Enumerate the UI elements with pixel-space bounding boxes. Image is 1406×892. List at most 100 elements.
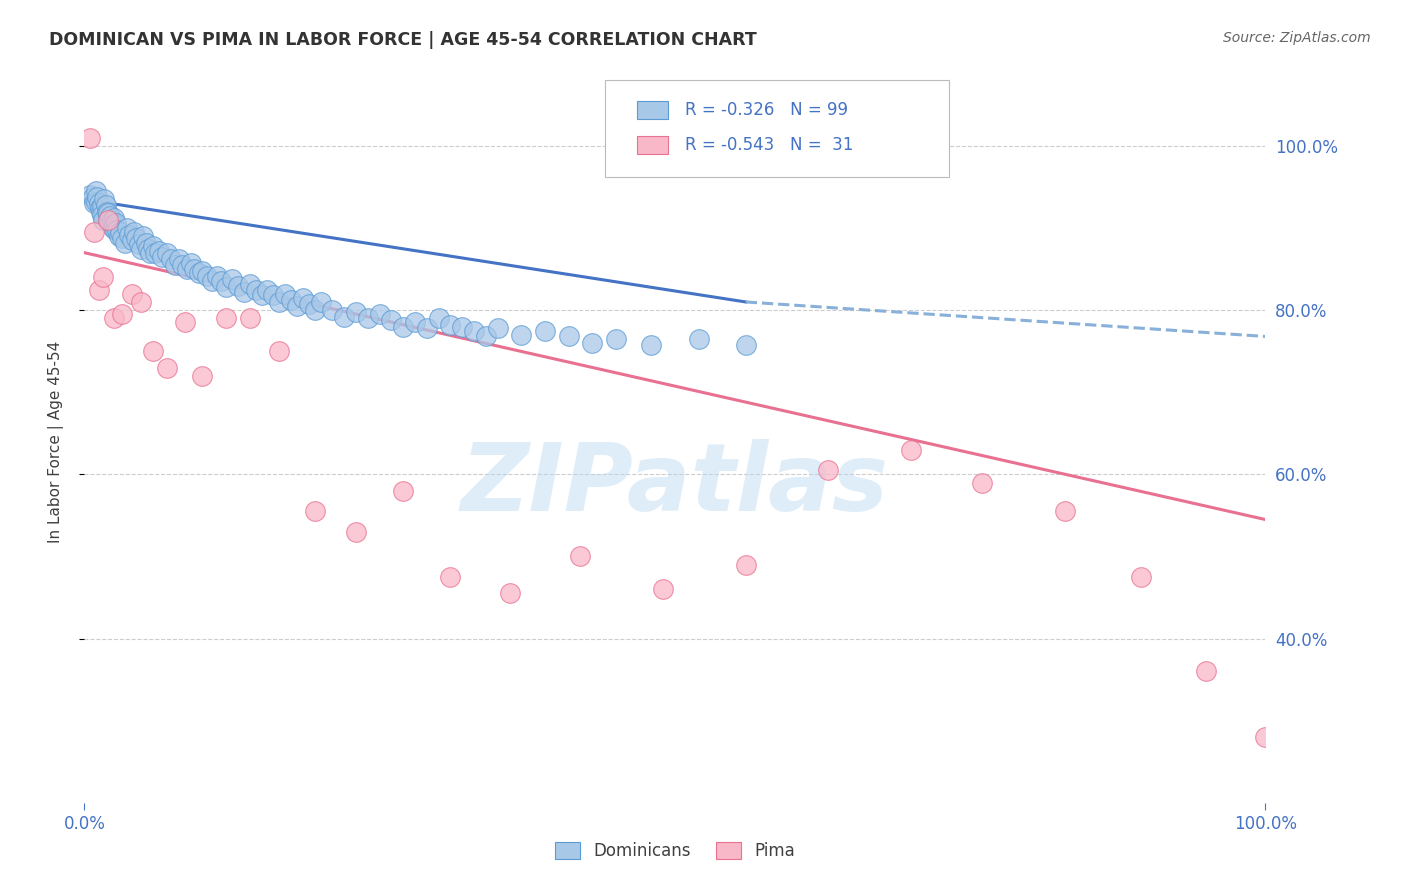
Point — [165, 258, 187, 272]
Point — [1195, 665, 1218, 679]
Point — [97, 206, 120, 220]
Point — [97, 212, 120, 227]
Point — [156, 245, 179, 260]
Point — [900, 442, 922, 457]
Point — [100, 214, 122, 228]
Text: DOMINICAN VS PIMA IN LABOR FORCE | AGE 45-54 CORRELATION CHART: DOMINICAN VS PIMA IN LABOR FORCE | AGE 4… — [49, 31, 756, 49]
Point — [688, 332, 710, 346]
Point — [84, 194, 107, 209]
Point — [135, 235, 157, 250]
Point — [121, 286, 143, 301]
Point — [103, 211, 125, 226]
Point — [125, 231, 148, 245]
Point — [439, 318, 461, 332]
Point — [205, 268, 228, 283]
Point — [173, 316, 195, 330]
Point — [239, 277, 262, 291]
Point — [510, 327, 533, 342]
Point — [262, 288, 284, 302]
Point — [105, 216, 128, 230]
Point — [215, 311, 238, 326]
Point — [534, 324, 557, 338]
Point — [86, 190, 108, 204]
Point — [1130, 570, 1153, 584]
Point — [321, 303, 343, 318]
Point — [148, 244, 170, 258]
Point — [96, 204, 118, 219]
Point — [285, 299, 308, 313]
Text: R = -0.326   N = 99: R = -0.326 N = 99 — [685, 101, 848, 119]
Point — [226, 278, 249, 293]
Point — [498, 586, 520, 600]
Point — [557, 329, 579, 343]
Point — [333, 310, 356, 324]
Point — [114, 235, 136, 250]
Point — [640, 337, 662, 351]
Point — [142, 344, 165, 359]
Point — [79, 130, 101, 145]
Point — [111, 231, 134, 245]
Point — [817, 463, 839, 477]
Point — [239, 311, 262, 326]
Point — [304, 504, 326, 518]
Point — [245, 283, 267, 297]
Point — [232, 285, 254, 299]
Point — [191, 264, 214, 278]
Point — [93, 192, 115, 206]
Point — [439, 570, 461, 584]
Point — [1053, 504, 1076, 518]
Point — [221, 272, 243, 286]
Point — [605, 332, 627, 346]
Point — [734, 558, 756, 572]
Point — [652, 582, 675, 597]
Point — [84, 184, 107, 198]
Point — [183, 262, 205, 277]
Point — [98, 214, 121, 228]
Point — [581, 336, 603, 351]
Legend: Dominicans, Pima: Dominicans, Pima — [548, 835, 801, 867]
Point — [191, 368, 214, 383]
Point — [167, 252, 190, 267]
Point — [309, 295, 332, 310]
Point — [269, 295, 291, 310]
Point — [486, 321, 509, 335]
Point — [91, 199, 114, 213]
Y-axis label: In Labor Force | Age 45-54: In Labor Force | Age 45-54 — [48, 341, 63, 542]
Point — [139, 245, 162, 260]
Point — [91, 208, 114, 222]
Point — [121, 233, 143, 247]
Point — [250, 288, 273, 302]
Point — [269, 344, 291, 359]
Text: R = -0.543   N =  31: R = -0.543 N = 31 — [685, 136, 853, 154]
Point — [107, 223, 129, 237]
Point — [344, 305, 367, 319]
Point — [368, 307, 391, 321]
Point — [291, 291, 314, 305]
Point — [195, 268, 218, 283]
Point — [380, 313, 402, 327]
Point — [215, 280, 238, 294]
Point — [90, 204, 112, 219]
Point — [569, 549, 592, 564]
Point — [176, 262, 198, 277]
Point — [132, 229, 155, 244]
Point — [103, 217, 125, 231]
Point — [128, 237, 150, 252]
Point — [304, 303, 326, 318]
Point — [94, 198, 117, 212]
Point — [159, 252, 181, 267]
Point — [1254, 730, 1277, 744]
Point — [143, 245, 166, 260]
Point — [97, 212, 120, 227]
Point — [91, 270, 114, 285]
Point — [129, 242, 152, 256]
Point — [156, 360, 179, 375]
Point — [427, 311, 450, 326]
Point — [104, 223, 127, 237]
Point — [136, 242, 159, 256]
Point — [392, 319, 415, 334]
Point — [256, 283, 278, 297]
Point — [91, 212, 114, 227]
Point — [83, 196, 105, 211]
Point — [122, 225, 145, 239]
